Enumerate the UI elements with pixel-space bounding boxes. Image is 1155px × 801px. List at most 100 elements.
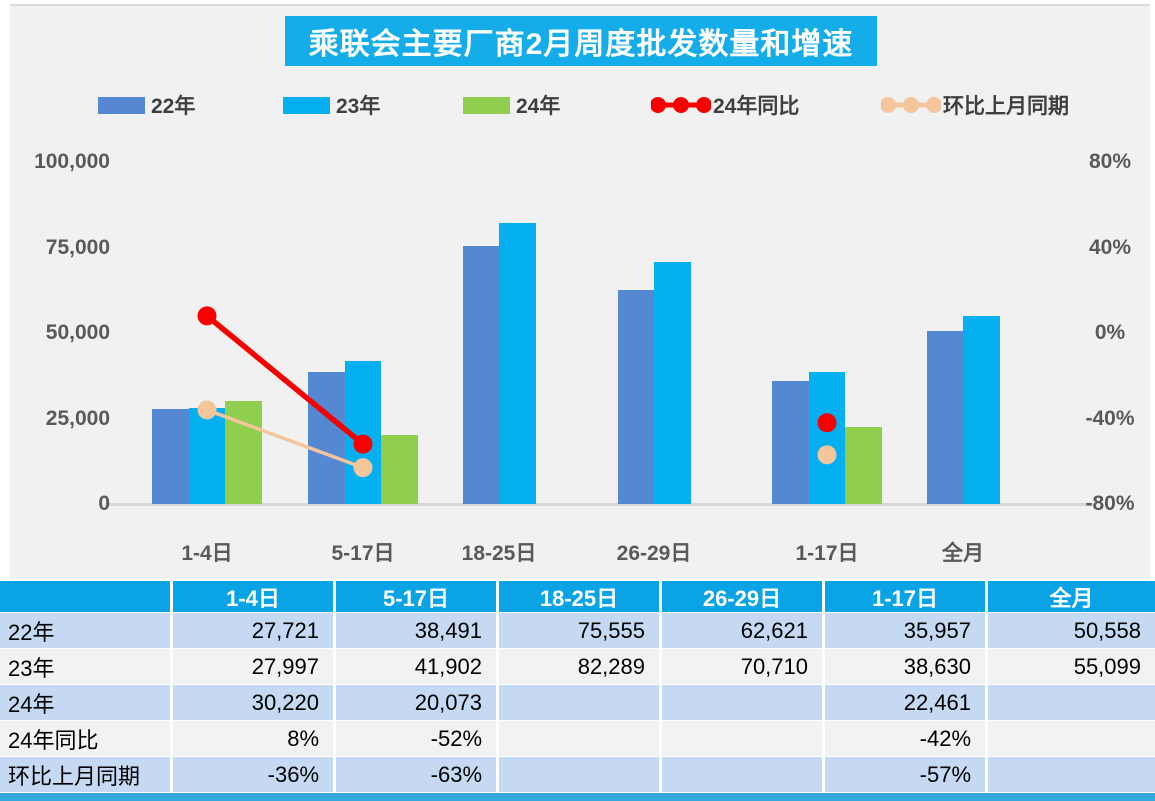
legend-item-24年同比: 24年同比	[651, 92, 799, 118]
x-axis-label-1-17日: 1-17日	[795, 542, 859, 565]
bar-23年-1-4日	[188, 408, 226, 504]
point-24年同比-1-17日	[817, 413, 837, 433]
left-axis-tick: 50,000	[45, 321, 110, 344]
point-环比上月同期-1-17日	[817, 445, 837, 465]
legend-item-23年: 23年	[283, 92, 380, 118]
table-cell-23年-1-4日: 27,997	[173, 649, 333, 684]
table-cell-22年-26-29日: 62,621	[662, 613, 822, 648]
bar-23年-1-17日	[808, 371, 846, 504]
bar-22年-5-17日	[308, 372, 345, 504]
table-cell-24年-26-29日	[662, 685, 822, 720]
x-axis-label-全月: 全月	[942, 542, 984, 565]
legend-label: 22年	[151, 95, 196, 118]
line-24年同比	[205, 313, 365, 447]
table-cell-22年-18-25日: 75,555	[499, 613, 659, 648]
table-cell-24年同比-5-17日: -52%	[336, 721, 496, 756]
table-cell-环比上月同期-1-4日: -36%	[173, 757, 333, 792]
point-环比上月同期-5-17日	[353, 458, 373, 478]
table-cell-22年-1-17日: 35,957	[825, 613, 985, 648]
table-cell-24年同比-1-17日: -42%	[825, 721, 985, 756]
table-header-1-17日: 1-17日	[825, 581, 985, 612]
right-axis-tick: -80%	[1085, 492, 1135, 515]
legend-item-22年: 22年	[98, 92, 195, 118]
table-cell-24年同比-18-25日	[499, 721, 659, 756]
bar-24年-1-17日	[845, 427, 882, 504]
point-24年同比-5-17日	[353, 434, 373, 454]
table-cell-22年-5-17日: 38,491	[336, 613, 496, 648]
bar-23年-全月	[963, 315, 1000, 504]
point-环比上月同期-1-4日	[197, 400, 217, 420]
table-cell-23年-26-29日: 70,710	[662, 649, 822, 684]
table-row-label-24年同比: 24年同比	[0, 721, 170, 756]
x-axis-label-18-25日: 18-25日	[461, 542, 537, 565]
x-axis-label-5-17日: 5-17日	[331, 542, 395, 565]
legend-label: 环比上月同期	[943, 95, 1069, 118]
table-cell-24年-1-17日: 22,461	[825, 685, 985, 720]
right-axis-tick: -40%	[1085, 406, 1135, 430]
table-header-18-25日: 18-25日	[499, 581, 659, 612]
table-cell-环比上月同期-26-29日	[662, 757, 822, 792]
table-cell-24年-1-4日: 30,220	[173, 685, 333, 720]
table-cell-环比上月同期-5-17日: -63%	[336, 757, 496, 792]
left-axis-tick: 25,000	[45, 406, 110, 430]
bar-24年-5-17日	[381, 435, 418, 504]
chart-title: 乘联会主要厂商2月周度批发数量和增速	[285, 16, 877, 66]
legend-line-dots-icon	[651, 97, 711, 113]
chart-legend: 22年 23年 24年 24年同比 环比上月同期	[10, 92, 1150, 118]
table-cell-23年-5-17日: 41,902	[336, 649, 496, 684]
bar-22年-1-17日	[772, 381, 809, 504]
legend-swatch-icon	[463, 96, 510, 114]
legend-label: 23年	[336, 95, 381, 118]
line-环比上月同期	[206, 408, 364, 470]
table-header-1-4日: 1-4日	[173, 581, 333, 612]
x-axis-label-26-29日: 26-29日	[616, 542, 692, 565]
table-row-label-22年: 22年	[0, 613, 170, 648]
table-row-label-24年: 24年	[0, 685, 170, 720]
table-cell-24年-5-17日: 20,073	[336, 685, 496, 720]
legend-line-dots-icon	[881, 97, 941, 113]
table-cell-23年-1-17日: 38,630	[825, 649, 985, 684]
right-axis-tick: 40%	[1088, 235, 1132, 259]
left-axis-tick: 0	[98, 492, 110, 515]
table-header-empty	[0, 581, 170, 612]
bar-23年-18-25日	[499, 222, 536, 504]
table-cell-22年-1-4日: 27,721	[173, 613, 333, 648]
table-header-全月: 全月	[988, 581, 1155, 612]
left-axis-tick: 100,000	[34, 150, 110, 173]
bar-22年-18-25日	[462, 245, 499, 504]
table-cell-24年同比-全月	[988, 721, 1155, 756]
point-24年同比-1-4日	[197, 306, 217, 326]
legend-label: 24年	[516, 95, 561, 118]
table-cell-22年-全月: 50,558	[988, 613, 1155, 648]
table-cell-环比上月同期-全月	[988, 757, 1155, 792]
legend-swatch-icon	[98, 96, 145, 114]
table-cell-24年同比-26-29日	[662, 721, 822, 756]
table-row-label-23年: 23年	[0, 649, 170, 684]
bar-23年-26-29日	[654, 262, 691, 504]
table-bottom-strip	[0, 793, 1155, 801]
table-header-5-17日: 5-17日	[336, 581, 496, 612]
legend-swatch-icon	[283, 96, 330, 114]
chart-canvas: 乘联会主要厂商2月周度批发数量和增速 22年 23年 24年 24年同比 环比上月同期 …	[10, 4, 1150, 579]
bar-22年-1-4日	[152, 409, 189, 504]
data-table: 1-4日 5-17日 18-25日 26-29日 1-17日 全月 22年 27,721 38,…	[0, 581, 1155, 792]
right-axis-tick: 0%	[1094, 321, 1126, 344]
right-axis-tick: 80%	[1088, 150, 1132, 173]
line-series-layer	[197, 306, 837, 478]
table-cell-24年同比-1-4日: 8%	[173, 721, 333, 756]
table-cell-环比上月同期-18-25日	[499, 757, 659, 792]
table-cell-24年-全月	[988, 685, 1155, 720]
bar-22年-26-29日	[617, 289, 654, 504]
x-axis-baseline	[105, 503, 1093, 506]
legend-item-环比上月同期: 环比上月同期	[881, 92, 1069, 118]
table-cell-24年-18-25日	[499, 685, 659, 720]
table-row-label-环比上月同期: 环比上月同期	[0, 757, 170, 792]
legend-item-24年: 24年	[463, 92, 560, 118]
legend-label: 24年同比	[713, 95, 800, 118]
table-cell-23年-全月: 55,099	[988, 649, 1155, 684]
table-header-26-29日: 26-29日	[662, 581, 822, 612]
x-axis-label-1-4日: 1-4日	[181, 542, 233, 565]
left-axis-tick: 75,000	[45, 235, 110, 259]
table-cell-23年-18-25日: 82,289	[499, 649, 659, 684]
bar-22年-全月	[926, 331, 963, 504]
